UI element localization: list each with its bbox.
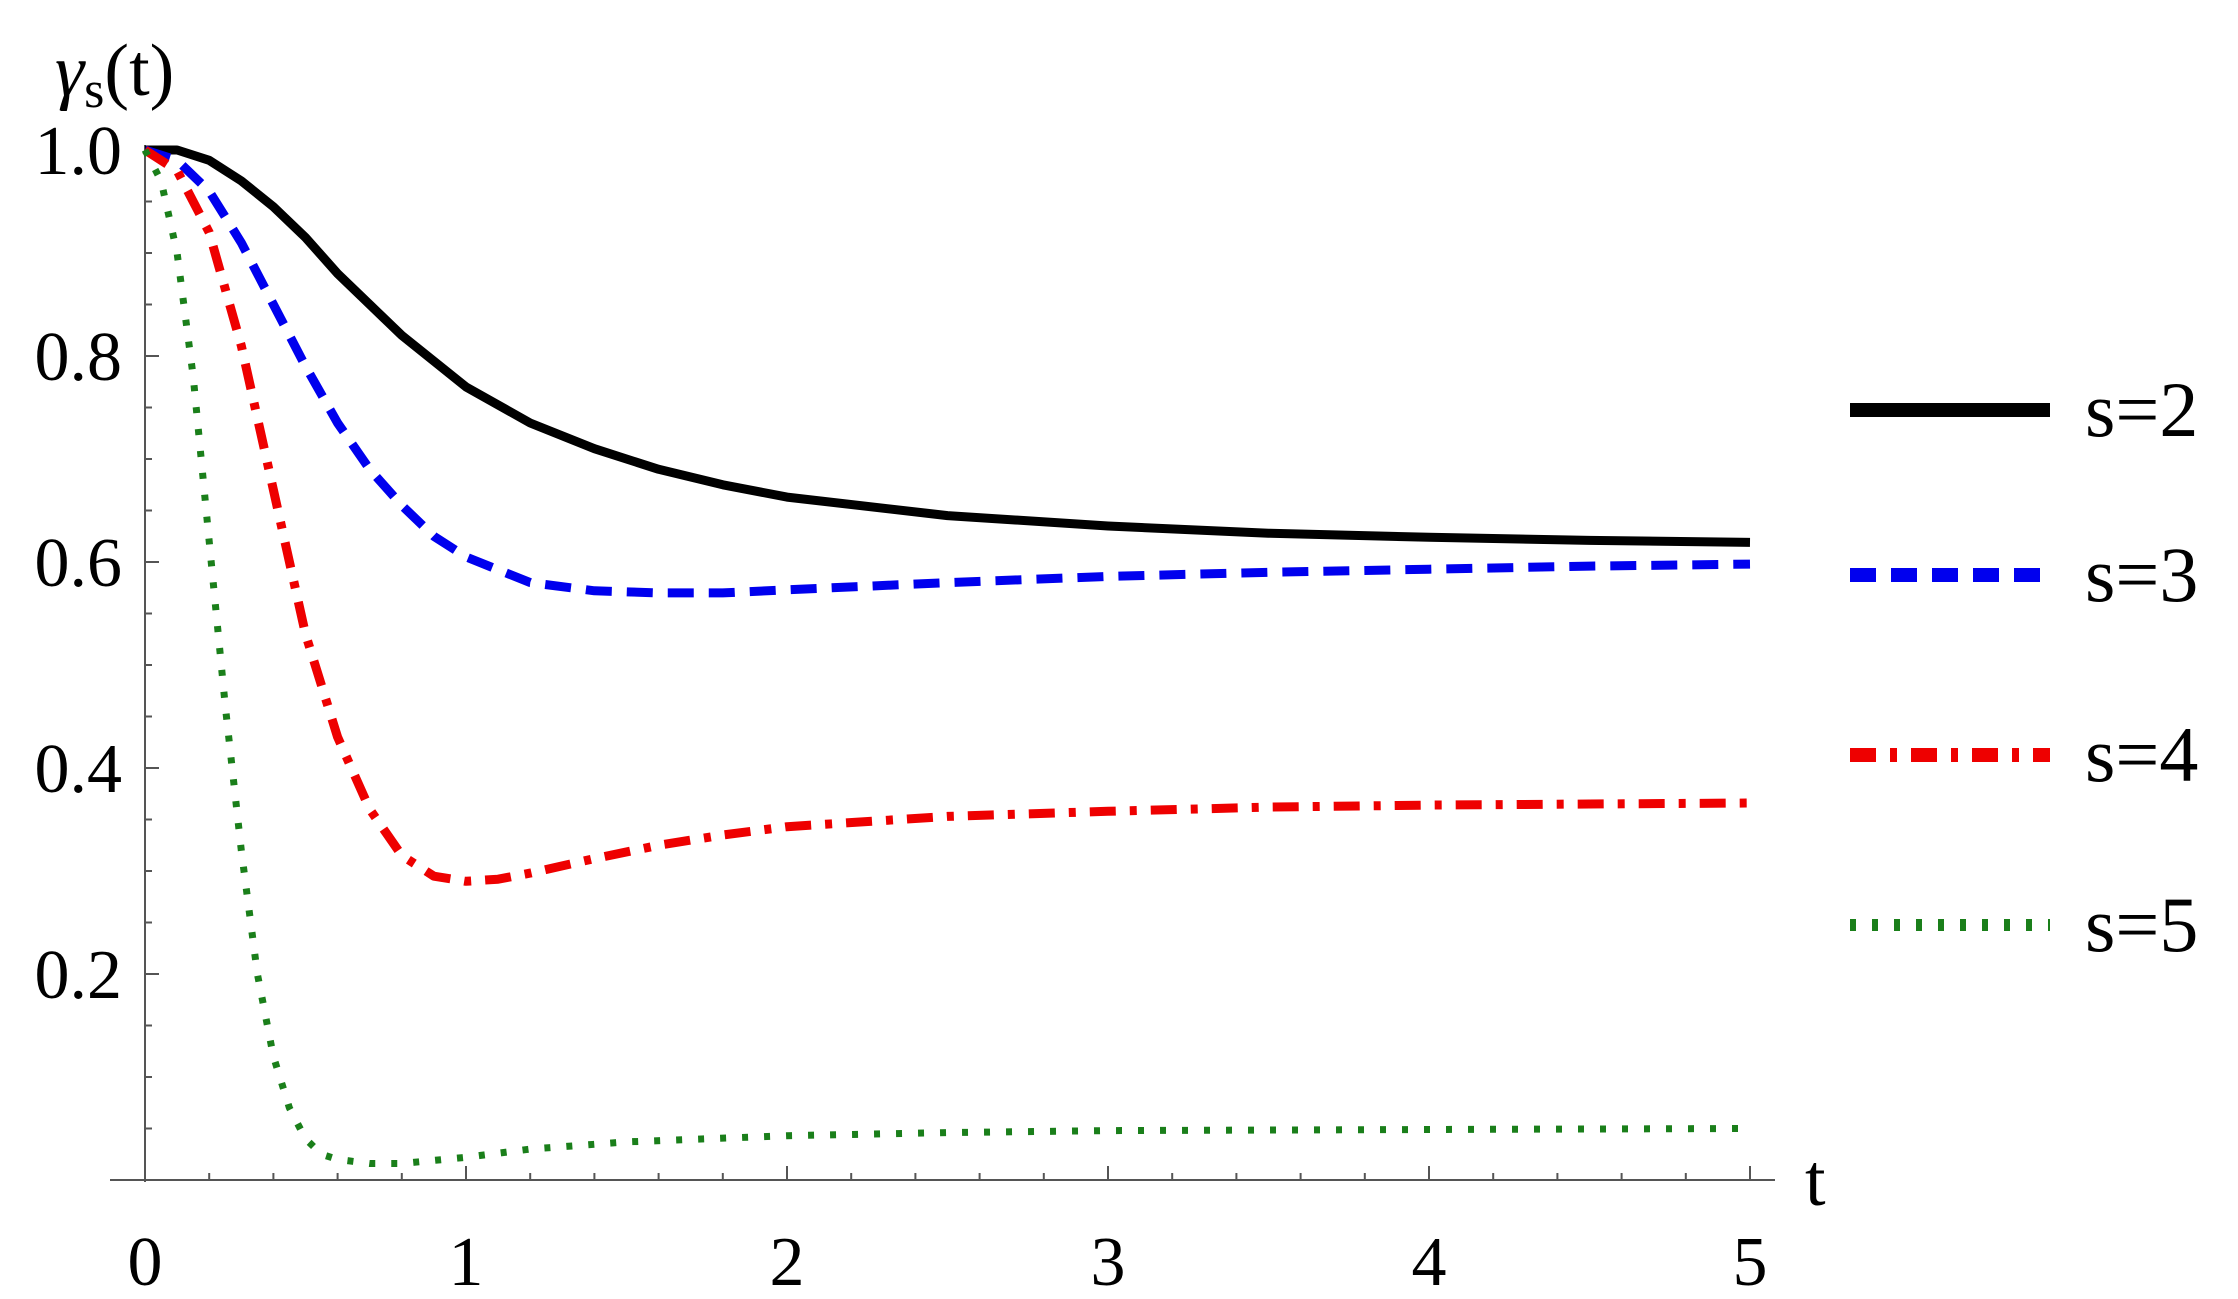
legend-label-2: s=3 bbox=[2085, 531, 2198, 618]
y-axis-title: γs(t) bbox=[55, 30, 174, 119]
legend-label-3: s=4 bbox=[2085, 711, 2198, 798]
legend: s=2 s=3 s=4 s=5 bbox=[1850, 366, 2198, 968]
series-line-4 bbox=[141, 148, 1751, 1167]
series-line-1 bbox=[145, 145, 1751, 547]
y-axis-title-main: γ bbox=[55, 30, 86, 112]
series-line-3 bbox=[142, 146, 1751, 886]
series-lines bbox=[141, 145, 1751, 1167]
y-tick-label: 0.6 bbox=[35, 525, 123, 602]
legend-label-1: s=2 bbox=[2085, 366, 2198, 453]
ticks: 0 1 2 3 4 5 0.2 0.4 0.6 0.8 1.0 bbox=[35, 113, 1768, 1299]
y-tick-label: 0.8 bbox=[35, 319, 123, 396]
x-tick-label: 5 bbox=[1733, 1224, 1768, 1299]
y-axis-title-sub: s bbox=[84, 62, 104, 119]
x-tick-label: 3 bbox=[1091, 1224, 1126, 1299]
legend-label-4: s=5 bbox=[2085, 881, 2198, 968]
series-line-2 bbox=[143, 145, 1751, 598]
x-tick-label: 0 bbox=[128, 1224, 163, 1299]
x-tick-label: 2 bbox=[770, 1224, 805, 1299]
axes bbox=[110, 145, 1775, 1182]
y-axis-title-suffix: (t) bbox=[104, 30, 174, 112]
y-tick-label: 0.2 bbox=[35, 937, 123, 1014]
y-tick-label: 1.0 bbox=[35, 113, 123, 190]
y-tick-label: 0.4 bbox=[35, 731, 123, 808]
x-tick-label: 1 bbox=[449, 1224, 484, 1299]
x-axis-title: t bbox=[1805, 1140, 1826, 1222]
x-tick-label: 4 bbox=[1412, 1224, 1447, 1299]
